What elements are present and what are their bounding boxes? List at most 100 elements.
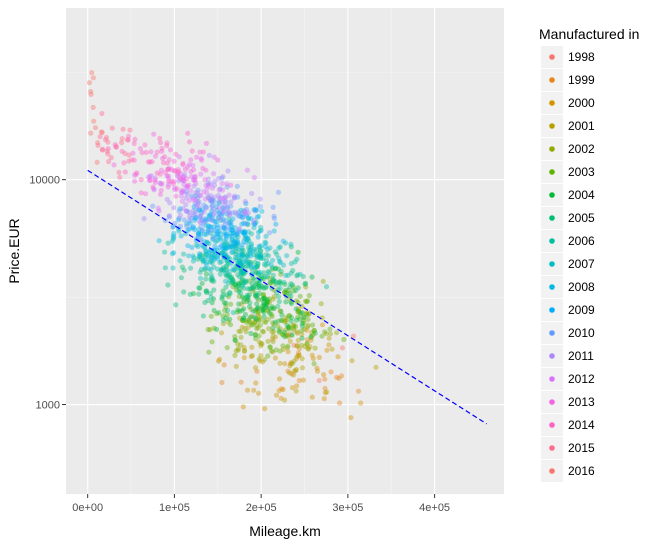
data-point (105, 139, 111, 145)
y-axis-ticks: 1000 10000 (29, 175, 66, 412)
data-point (284, 317, 290, 323)
data-point (178, 233, 184, 239)
data-point (249, 353, 255, 359)
data-point (221, 225, 227, 231)
data-point (232, 334, 238, 340)
data-point (176, 208, 182, 214)
legend-label-2016: 2016 (568, 464, 595, 478)
data-point (240, 271, 246, 277)
data-point (238, 328, 244, 334)
data-point (242, 325, 248, 331)
data-point (188, 174, 195, 180)
data-point (180, 160, 186, 166)
data-point (242, 259, 248, 265)
data-point (238, 260, 244, 266)
data-point (237, 213, 244, 219)
data-point (230, 309, 236, 316)
data-point (200, 149, 206, 155)
data-point (125, 137, 131, 143)
data-point (198, 236, 204, 242)
legend-dot-2013 (549, 399, 555, 405)
data-point (270, 320, 276, 326)
data-point (188, 265, 194, 271)
data-point (193, 209, 199, 215)
data-point (221, 225, 227, 231)
data-point (197, 192, 203, 198)
data-point (250, 286, 256, 292)
data-point (310, 332, 316, 338)
data-point (243, 200, 249, 207)
data-point (310, 356, 316, 362)
data-point (235, 242, 241, 248)
data-point (232, 257, 238, 263)
x-tick-label: 3e+05 (332, 502, 363, 514)
data-point (286, 326, 292, 332)
data-point (222, 278, 229, 284)
data-point (334, 330, 340, 336)
data-point (203, 216, 209, 222)
data-point (189, 244, 195, 250)
data-point (229, 237, 235, 243)
data-point (189, 148, 195, 154)
data-point (322, 385, 328, 391)
data-point (256, 280, 262, 286)
data-point (319, 322, 326, 328)
data-point (196, 218, 203, 224)
data-point (236, 266, 242, 272)
data-point (280, 332, 286, 338)
data-point (221, 251, 227, 257)
data-point (215, 214, 221, 221)
data-point (208, 198, 215, 204)
data-point (220, 267, 226, 273)
data-point (311, 361, 317, 367)
data-point (305, 324, 311, 330)
data-point (212, 252, 218, 258)
data-point (282, 334, 288, 340)
data-point (237, 257, 243, 263)
data-point (258, 248, 264, 254)
data-point (237, 260, 243, 266)
data-point (209, 274, 215, 280)
data-point (171, 168, 177, 174)
data-point (171, 178, 177, 184)
data-point (223, 267, 230, 273)
data-point (197, 285, 203, 291)
data-point (280, 343, 286, 349)
data-point (229, 227, 235, 233)
data-point (273, 392, 280, 398)
data-point (201, 220, 207, 226)
data-point (223, 304, 229, 310)
data-point (246, 229, 252, 235)
data-point (173, 193, 179, 199)
data-point (210, 236, 216, 242)
data-point (188, 193, 194, 199)
data-point (277, 244, 283, 250)
data-point (206, 195, 212, 201)
data-point (253, 293, 259, 299)
data-point (225, 256, 231, 262)
data-point (293, 388, 299, 394)
data-point (282, 361, 288, 367)
data-point (239, 245, 245, 251)
data-point (197, 275, 204, 281)
data-point (286, 324, 292, 330)
data-point (294, 343, 300, 349)
data-point (281, 279, 287, 285)
data-point (184, 184, 191, 190)
data-point (173, 151, 179, 157)
data-point (206, 266, 212, 272)
data-point (267, 275, 273, 281)
data-point (132, 178, 138, 184)
data-point (177, 212, 184, 219)
data-point (200, 313, 206, 319)
data-point (309, 352, 315, 358)
data-point (264, 296, 270, 302)
data-point (143, 191, 149, 197)
data-point (271, 228, 277, 234)
data-point (241, 220, 247, 226)
data-point (196, 207, 202, 213)
data-point (240, 315, 247, 321)
data-point (270, 306, 276, 312)
x-tick-label: 1e+05 (159, 502, 190, 514)
data-point (244, 240, 250, 246)
